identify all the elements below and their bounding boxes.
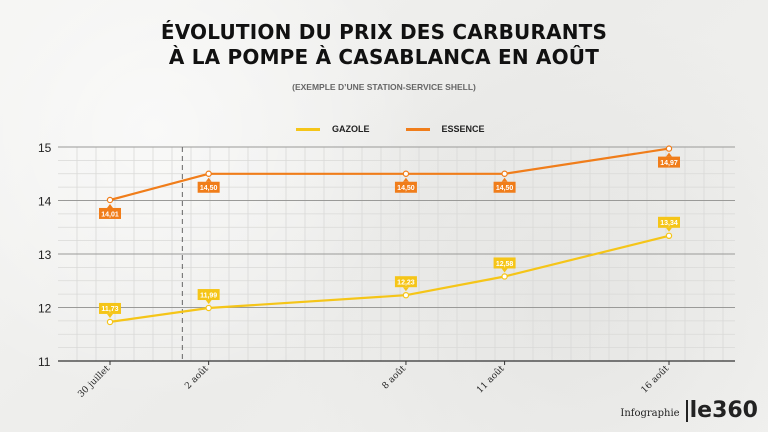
chart-title-line-2: À LA POMPE À CASABLANCA EN AOÛT	[168, 45, 600, 69]
data-label: 12,58	[496, 261, 514, 268]
data-label-box	[658, 216, 680, 228]
data-point	[106, 318, 114, 326]
x-tick-label: 2 août	[183, 363, 211, 391]
data-label-box	[99, 302, 121, 314]
data-point	[205, 304, 212, 312]
x-tick-label: 30 juillet	[76, 364, 112, 400]
data-label-pointer	[205, 300, 212, 305]
legend-item-gazole: GAZOLE	[296, 124, 370, 134]
data-point	[402, 170, 410, 177]
data-label-box	[658, 156, 680, 168]
data-label: 14,01	[101, 211, 119, 218]
y-tick-label: 14	[38, 195, 52, 209]
data-label-pointer	[107, 203, 113, 208]
x-tick-label: 16 août	[639, 363, 671, 395]
data-label-pointer	[402, 177, 409, 182]
series-line-essence	[109, 147, 670, 202]
data-label-pointer	[402, 287, 409, 292]
data-label-pointer	[205, 177, 212, 182]
data-label: 13,34	[660, 220, 678, 227]
data-label: 12,23	[397, 279, 415, 286]
data-label-pointer	[107, 313, 113, 318]
chart-legend: GAZOLE ESSENCE	[296, 124, 485, 134]
legend-label-gazole: GAZOLE	[332, 124, 370, 134]
y-tick-label: 12	[38, 302, 52, 316]
data-label-pointer	[666, 152, 672, 157]
data-label-box	[197, 289, 220, 301]
data-label-box	[197, 181, 220, 193]
legend-swatch-essence	[405, 127, 430, 131]
data-label-pointer	[501, 177, 508, 182]
data-point	[501, 170, 508, 177]
data-point	[106, 196, 114, 204]
data-label-box	[493, 181, 516, 193]
data-point	[665, 232, 673, 240]
series-line-gazole	[109, 234, 670, 323]
y-tick-label: 11	[38, 355, 51, 369]
data-label: 11,73	[101, 306, 118, 313]
footer: Infographie le360	[620, 400, 758, 422]
data-label: 14,50	[200, 185, 218, 192]
data-label: 14,50	[397, 185, 415, 192]
legend-item-essence: ESSENCE	[405, 124, 485, 134]
data-label-box	[99, 207, 121, 219]
footer-label: Infographie	[620, 408, 680, 419]
data-point	[205, 170, 212, 177]
data-label: 14,97	[660, 160, 678, 167]
data-label-box	[493, 257, 516, 269]
data-point	[665, 145, 673, 152]
brand-logo: le360	[685, 400, 758, 422]
chart-title: ÉVOLUTION DU PRIX DES CARBURANTS À LA PO…	[0, 20, 768, 70]
data-label: 11,99	[200, 292, 217, 299]
data-label: 14,50	[496, 185, 514, 192]
y-tick-label: 15	[38, 141, 52, 155]
data-label-box	[394, 181, 417, 193]
legend-label-essence: ESSENCE	[441, 124, 485, 134]
data-label-pointer	[501, 268, 508, 273]
x-tick-label: 8 août	[380, 363, 408, 391]
data-label-box	[394, 276, 417, 288]
data-label-pointer	[666, 227, 672, 232]
data-point	[501, 273, 508, 280]
y-tick-label: 13	[38, 248, 52, 262]
data-point	[402, 291, 410, 299]
chart-subtitle: (EXEMPLE D’UNE STATION-SERVICE SHELL)	[292, 82, 476, 92]
x-tick-label: 11 août	[475, 363, 507, 395]
chart-title-line-1: ÉVOLUTION DU PRIX DES CARBURANTS	[160, 20, 608, 44]
legend-swatch-gazole	[296, 127, 320, 131]
